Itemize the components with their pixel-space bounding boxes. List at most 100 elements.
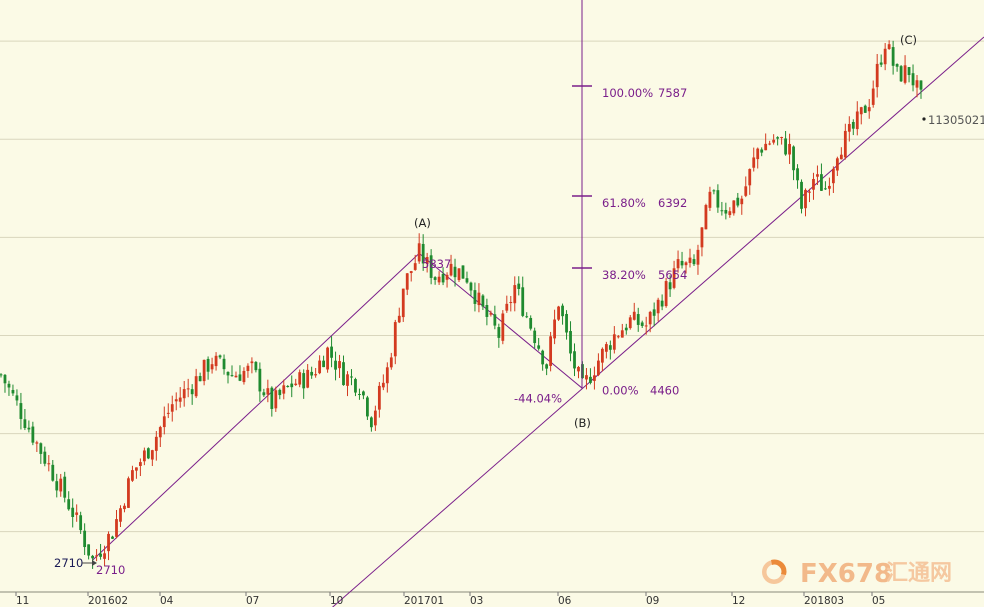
candle bbox=[11, 384, 15, 396]
x-tick-label: 07 bbox=[246, 595, 259, 607]
candle bbox=[764, 133, 768, 151]
candle bbox=[664, 277, 668, 308]
candle bbox=[887, 40, 891, 50]
candle-body bbox=[780, 137, 784, 139]
candle-body bbox=[322, 360, 325, 368]
candle bbox=[636, 307, 640, 332]
candle-body bbox=[644, 325, 648, 327]
fib-level-pct: 0.00% bbox=[602, 383, 639, 397]
candle bbox=[55, 473, 59, 498]
candle bbox=[238, 365, 242, 382]
candle bbox=[326, 346, 329, 373]
candle-body bbox=[919, 80, 923, 90]
candle-body bbox=[764, 143, 768, 151]
candle bbox=[557, 305, 560, 321]
candle bbox=[863, 104, 867, 114]
candle-body bbox=[59, 478, 63, 492]
candle-body bbox=[266, 388, 270, 395]
candle bbox=[413, 254, 417, 271]
watermark-cn: 汇通网 bbox=[886, 561, 952, 586]
candle-body bbox=[589, 376, 592, 383]
candle bbox=[728, 207, 732, 218]
candle bbox=[812, 172, 815, 200]
candle-body bbox=[421, 243, 425, 264]
candle bbox=[561, 303, 564, 325]
candle bbox=[250, 357, 254, 374]
candle bbox=[377, 382, 381, 418]
candle bbox=[891, 40, 895, 75]
candle-body bbox=[369, 417, 373, 428]
candle bbox=[816, 165, 819, 185]
candle-body bbox=[680, 260, 684, 266]
candle bbox=[330, 336, 333, 368]
candle bbox=[505, 295, 509, 313]
candle-body bbox=[692, 259, 696, 265]
candle bbox=[704, 203, 708, 230]
candle bbox=[808, 188, 811, 203]
x-tick-label: 201803 bbox=[804, 595, 844, 607]
candle bbox=[541, 349, 545, 371]
candle bbox=[839, 147, 843, 160]
candle-body bbox=[138, 462, 142, 466]
x-tick-label: 10 bbox=[330, 595, 343, 607]
candle-body bbox=[198, 376, 202, 382]
candle-body bbox=[497, 327, 501, 338]
trendlines bbox=[92, 36, 984, 607]
candle bbox=[278, 388, 282, 400]
candle-body bbox=[178, 397, 182, 402]
candle-body bbox=[748, 169, 752, 186]
candle bbox=[170, 395, 174, 422]
candle bbox=[457, 268, 461, 283]
candle-body bbox=[254, 361, 258, 371]
candle-body bbox=[358, 393, 361, 395]
candle bbox=[708, 186, 712, 211]
candle bbox=[314, 367, 318, 378]
candle-body bbox=[429, 255, 433, 278]
x-tick-label: 09 bbox=[646, 595, 659, 607]
candle bbox=[306, 364, 310, 389]
candle bbox=[788, 133, 791, 164]
candle-body bbox=[788, 143, 791, 155]
candle bbox=[99, 543, 102, 560]
candle bbox=[59, 473, 63, 497]
trendline bbox=[331, 36, 984, 607]
candle bbox=[222, 354, 226, 375]
candle-body bbox=[282, 385, 286, 394]
candle bbox=[190, 384, 194, 405]
candle-body bbox=[716, 190, 720, 208]
candle bbox=[358, 388, 361, 400]
candle bbox=[820, 163, 823, 192]
candle bbox=[397, 307, 401, 324]
candle-body bbox=[318, 360, 322, 374]
candle bbox=[851, 119, 855, 136]
candle bbox=[449, 254, 453, 277]
candle-body bbox=[445, 274, 449, 280]
candle bbox=[7, 380, 11, 396]
candle bbox=[772, 134, 776, 145]
fib-level-value: 5654 bbox=[658, 268, 687, 282]
candle bbox=[724, 202, 728, 220]
watermark-brand: FX678 bbox=[800, 559, 892, 589]
candle bbox=[350, 369, 353, 386]
candle-body bbox=[684, 262, 688, 266]
candle-body bbox=[449, 263, 453, 276]
candle bbox=[577, 365, 580, 379]
candle-body bbox=[616, 336, 620, 338]
candle-body bbox=[577, 366, 580, 372]
candle-body bbox=[632, 311, 636, 320]
candle-body bbox=[146, 448, 150, 459]
candle-body bbox=[214, 355, 218, 367]
last-price-dot bbox=[922, 117, 926, 121]
candle bbox=[911, 64, 915, 92]
candle-body bbox=[3, 374, 7, 384]
candle bbox=[234, 371, 238, 378]
candle bbox=[879, 54, 883, 68]
candle bbox=[39, 442, 43, 464]
candle-body bbox=[541, 350, 545, 365]
candle bbox=[453, 258, 457, 287]
low-price-arrowhead bbox=[92, 560, 97, 566]
candle-body bbox=[525, 316, 529, 318]
low-price-label-2: 2710 bbox=[96, 563, 125, 577]
candle-body bbox=[736, 197, 740, 206]
candle bbox=[883, 42, 887, 71]
